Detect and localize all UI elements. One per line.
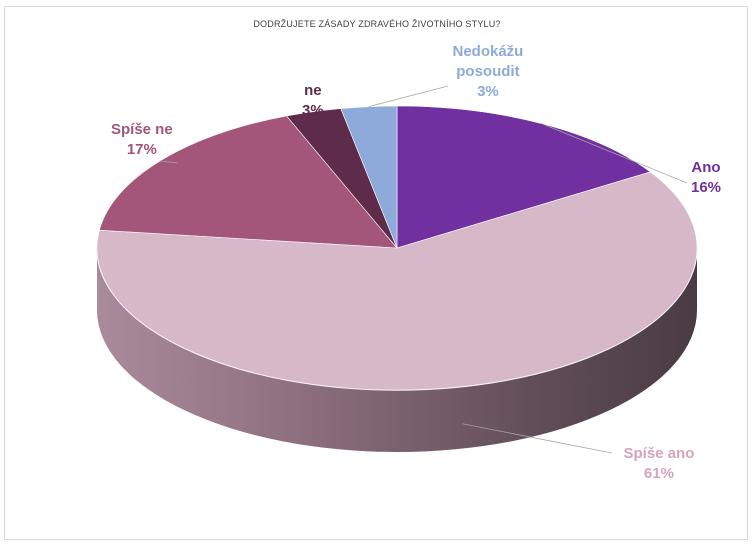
chart-title: DODRŽUJETE ZÁSADY ZDRAVÉHO ŽIVOTNÍHO STY…: [0, 19, 754, 29]
data-label-percent: 3%: [453, 82, 524, 102]
data-label-category: Nedokážu: [453, 42, 524, 62]
leader-line-nedokazu-posoudit: [369, 86, 448, 107]
data-label-spise-ne: Spíše ne 17%: [111, 120, 173, 160]
data-label-category: Spíše ano: [624, 444, 695, 464]
data-label-percent: 3%: [302, 101, 324, 121]
data-label-nedokazu-posoudit: Nedokážu posoudit 3%: [453, 42, 524, 102]
data-label-ano: Ano 16%: [691, 158, 721, 198]
data-label-percent: 61%: [624, 464, 695, 484]
data-label-percent: 16%: [691, 178, 721, 198]
data-label-category: Spíše ne: [111, 120, 173, 140]
data-label-percent: 17%: [111, 140, 173, 160]
data-label-spise-ano: Spíše ano 61%: [624, 444, 695, 484]
data-label-category: posoudit: [453, 62, 524, 82]
data-label-category: ne: [302, 81, 324, 101]
data-label-ne: ne 3%: [302, 81, 324, 121]
data-label-category: Ano: [691, 158, 721, 178]
